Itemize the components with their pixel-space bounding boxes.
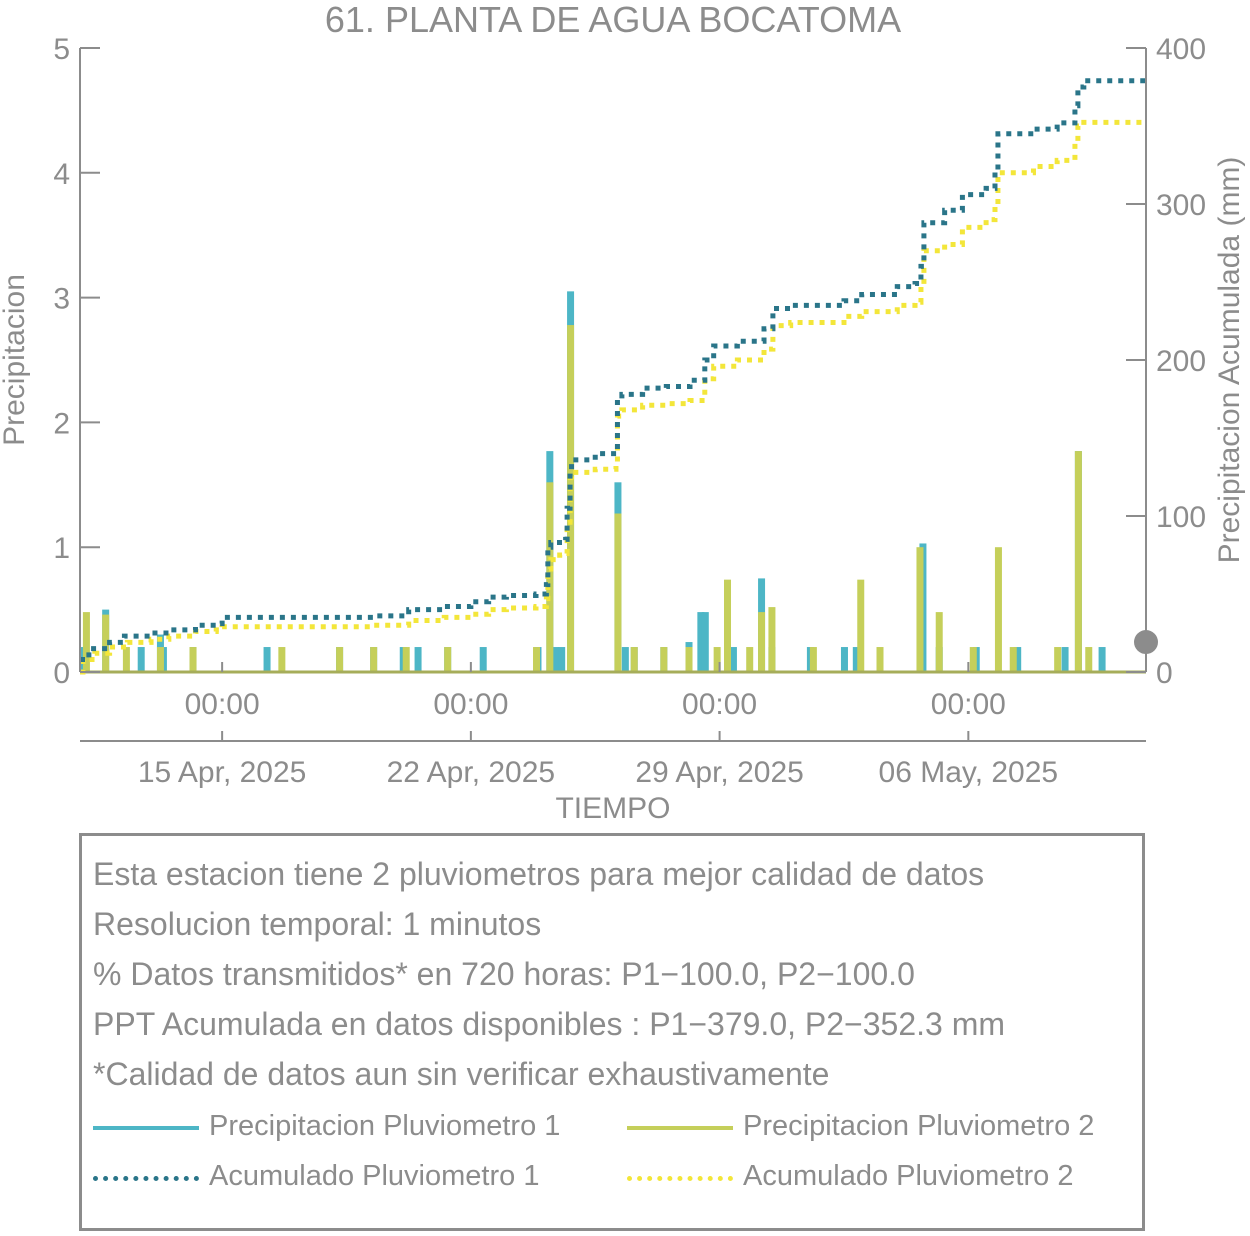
right-tick-label-0: 0 bbox=[1156, 657, 1173, 690]
right-tick-label-100: 100 bbox=[1156, 501, 1206, 534]
precip-bar-p2-28 bbox=[994, 547, 1002, 672]
precip-bar-p1-35 bbox=[1061, 647, 1069, 672]
legend-label-p1: Precipitacion Pluviometro 1 bbox=[209, 1110, 561, 1142]
axes: 0 1 2 3 4 5 0 100 200 300 400 00:00 15 Apr, 2025 00:0… bbox=[53, 33, 1206, 789]
precip-bar-p1-37 bbox=[1098, 647, 1106, 672]
precip-bar-p2-8 bbox=[402, 647, 410, 672]
left-tick-label-1: 1 bbox=[53, 532, 70, 565]
precip-bar-p2-18 bbox=[724, 579, 732, 672]
x-tick-time-0: 00:00 bbox=[185, 688, 260, 721]
precip-bar-p2-14 bbox=[630, 647, 638, 672]
right-tick-label-300: 300 bbox=[1156, 189, 1206, 222]
x-tick-time-2: 00:00 bbox=[682, 688, 757, 721]
precip-bar-p2-16 bbox=[685, 647, 693, 672]
x-tick-date-2: 29 Apr, 2025 bbox=[635, 756, 804, 789]
precip-bar-p1-16 bbox=[558, 647, 566, 672]
precip-bar-p1-10 bbox=[414, 647, 422, 672]
precip-bar-p2-20 bbox=[758, 612, 766, 672]
precip-bar-p2-29 bbox=[1009, 647, 1017, 672]
precip-bar-p1-30 bbox=[852, 647, 860, 672]
legend-swatch-acc2 bbox=[627, 1176, 733, 1181]
precip-bar-p2-31 bbox=[1074, 451, 1082, 672]
precip-bar-p1-23 bbox=[697, 612, 705, 672]
left-tick-label-2: 2 bbox=[53, 407, 70, 440]
right-tick-label-400: 400 bbox=[1156, 33, 1206, 66]
x-tick-time-1: 00:00 bbox=[433, 688, 508, 721]
precip-bar-p2-6 bbox=[336, 647, 344, 672]
x-tick-date-1: 22 Apr, 2025 bbox=[387, 756, 556, 789]
precip-bar-p2-2 bbox=[122, 647, 130, 672]
precip-bar-p1-12 bbox=[479, 647, 487, 672]
precip-bar-p1-25 bbox=[729, 647, 737, 672]
info-line-transmitted: % Datos transmitidos* en 720 horas: P1−1… bbox=[93, 956, 915, 992]
precip-bar-p2-23 bbox=[857, 579, 865, 672]
precip-bar-p2-27 bbox=[969, 647, 977, 672]
x-tick-date-3: 06 May, 2025 bbox=[879, 756, 1059, 789]
legend-label-p2: Precipitacion Pluviometro 2 bbox=[743, 1110, 1095, 1142]
precip-bar-p2-17 bbox=[713, 647, 721, 672]
cumulative-line-p2 bbox=[80, 119, 1146, 675]
info-line-stations: Esta estacion tiene 2 pluviometros para … bbox=[93, 856, 985, 892]
precip-bar-p2-25 bbox=[916, 547, 924, 672]
precip-bar-p2-5 bbox=[278, 647, 286, 672]
x-tick-time-3: 00:00 bbox=[931, 688, 1006, 721]
precip-bar-p1-29 bbox=[840, 647, 848, 672]
precip-bar-p1-6 bbox=[263, 647, 271, 672]
right-tick-label-200: 200 bbox=[1156, 345, 1206, 378]
precip-bar-p1-34 bbox=[1014, 647, 1022, 672]
precip-bar-p2-0 bbox=[82, 612, 90, 672]
left-tick-label-5: 5 bbox=[53, 33, 70, 66]
x-tick-date-0: 15 Apr, 2025 bbox=[138, 756, 307, 789]
precip-bar-p2-9 bbox=[444, 647, 452, 672]
precip-bar-p1-15 bbox=[552, 647, 560, 672]
precip-bar-p2-24 bbox=[876, 647, 884, 672]
info-line-quality-note: *Calidad de datos aun sin verificar exha… bbox=[93, 1056, 830, 1092]
info-line-accumulated: PPT Acumulada en datos disponibles : P1−… bbox=[93, 1006, 1005, 1042]
info-box: Esta estacion tiene 2 pluviometros para … bbox=[79, 833, 1145, 1231]
x-axis-label: TIEMPO bbox=[555, 792, 670, 825]
chart: 61. PLANTA DE AGUA BOCATOMA 0 1 2 3 4 5 0 100 20… bbox=[0, 0, 1246, 825]
left-tick-label-3: 3 bbox=[53, 283, 70, 316]
precip-bar-p2-19 bbox=[746, 647, 754, 672]
left-tick-label-0: 0 bbox=[53, 657, 70, 690]
cumulative-line-p1 bbox=[80, 78, 1146, 663]
precip-bar-p2-15 bbox=[660, 647, 668, 672]
legend-swatch-p1 bbox=[93, 1126, 199, 1130]
precip-bar-p2-22 bbox=[809, 647, 817, 672]
precip-bar-p2-4 bbox=[189, 647, 197, 672]
precip-bar-p2-26 bbox=[935, 612, 943, 672]
precip-bar-p2-13 bbox=[614, 513, 622, 672]
precip-bar-p2-21 bbox=[768, 607, 776, 672]
legend-label-acc1: Acumulado Pluviometro 1 bbox=[209, 1160, 540, 1192]
precip-bar-p2-10 bbox=[533, 647, 541, 672]
precip-bar-p2-1 bbox=[102, 614, 110, 672]
left-axis-label: Precipitacion bbox=[0, 274, 31, 446]
precip-bar-p1-2 bbox=[137, 647, 145, 672]
info-line-resolution: Resolucion temporal: 1 minutos bbox=[93, 906, 542, 942]
precip-bar-p2-32 bbox=[1085, 647, 1093, 672]
precip-bar-p2-30 bbox=[1054, 647, 1062, 672]
left-tick-label-4: 4 bbox=[53, 158, 70, 191]
legend-swatch-p2 bbox=[627, 1126, 733, 1130]
legend-label-acc2: Acumulado Pluviometro 2 bbox=[743, 1160, 1074, 1192]
precip-bar-p1-24 bbox=[701, 612, 709, 672]
precip-bar-p1-19 bbox=[621, 647, 629, 672]
legend-swatch-acc1 bbox=[93, 1176, 199, 1181]
precip-bar-p2-7 bbox=[370, 647, 378, 672]
precip-bar-p2-3 bbox=[156, 647, 164, 672]
chart-title: 61. PLANTA DE AGUA BOCATOMA bbox=[325, 0, 901, 40]
right-axis-label: Precipitacion Acumulada (mm) bbox=[1213, 157, 1246, 564]
